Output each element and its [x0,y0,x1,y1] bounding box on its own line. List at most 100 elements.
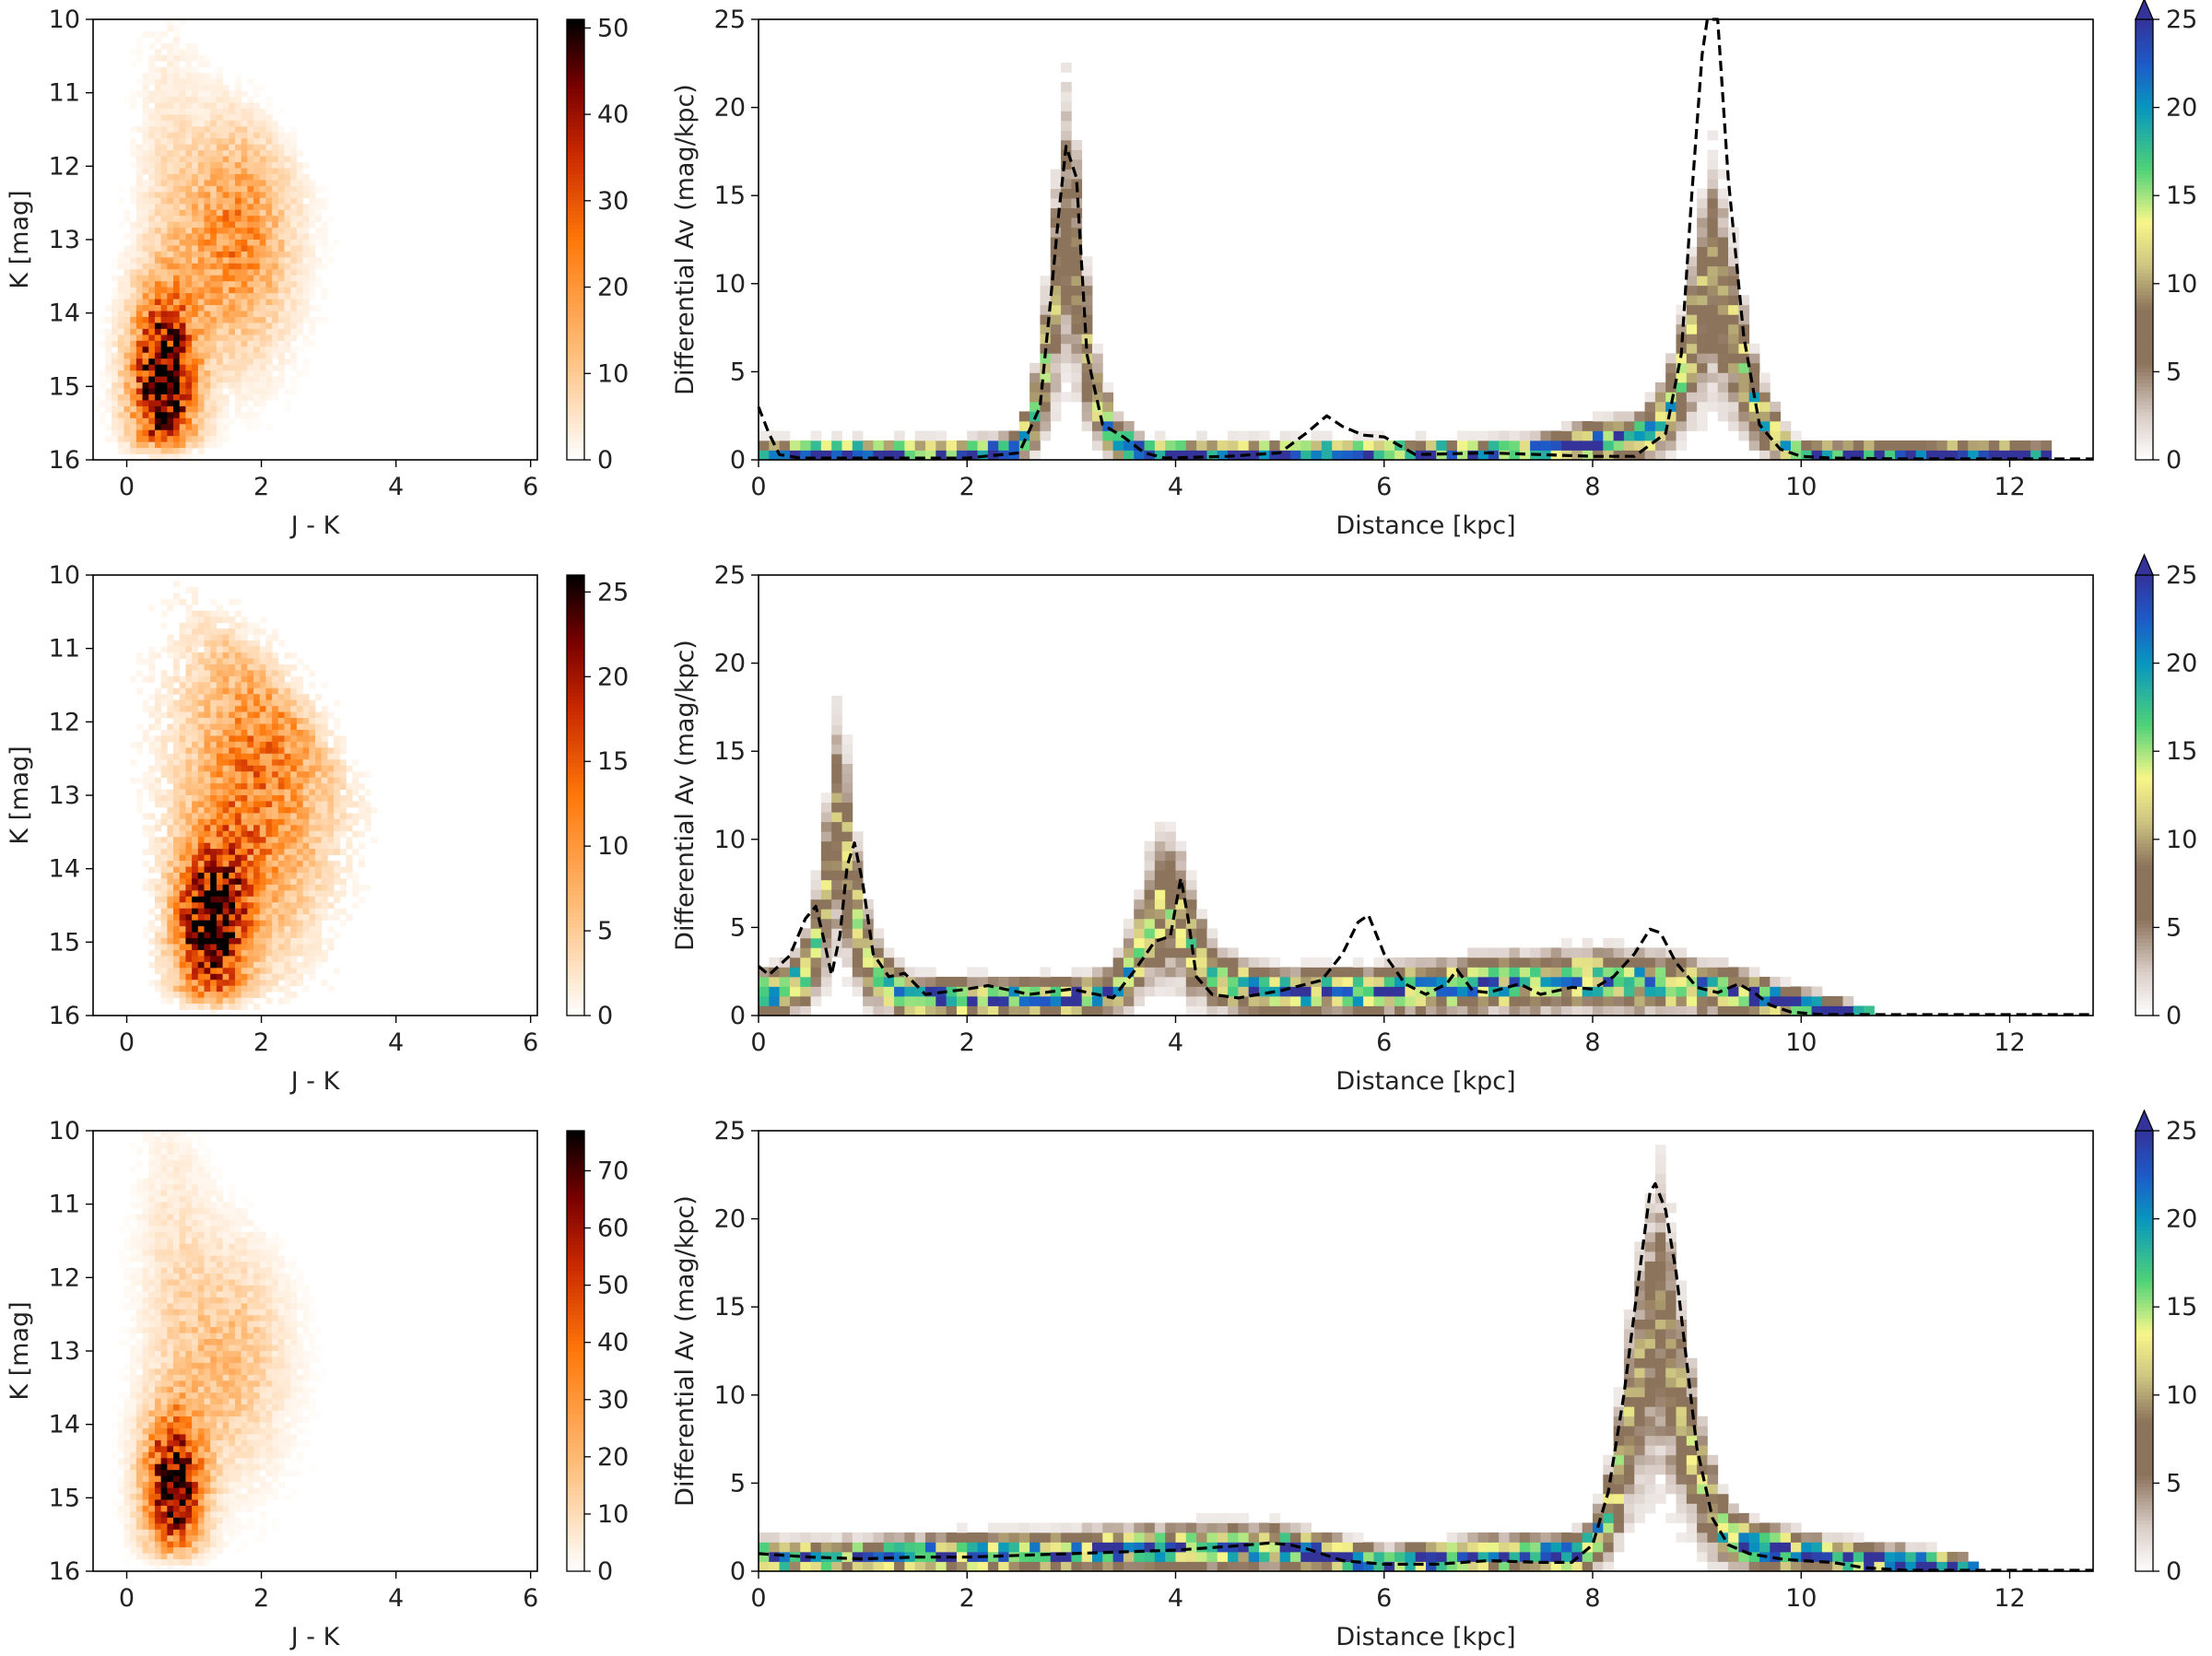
extinction-1-posterior-cell [1676,392,1688,403]
cmd-2-density-cell [309,825,316,832]
cmd-2-density-cell [302,961,310,969]
cmd-2-density-cell [321,718,328,724]
cmd-1-density-cell [253,204,261,211]
extinction-1-posterior-cell [1968,440,1979,451]
extinction-2-posterior-cell [863,957,874,968]
extinction-1-colorbar-segment [2136,338,2153,344]
cmd-1-density-cell [259,382,266,389]
cmd-2-density-cell [296,765,304,772]
extinction-2-posterior-cell [810,879,822,890]
cmd-1-density-cell [117,382,124,389]
cmd-1-density-cell [277,293,285,299]
cmd-1-density-cell [160,54,168,62]
cmd-2-density-cell [284,896,291,903]
cmd-2-density-cell [185,628,193,635]
extinction-1-posterior-cell [1092,353,1103,364]
cmd-1-density-cell [277,156,285,163]
extinction-2-posterior-cell [769,986,781,997]
cmd-1-density-cell [247,197,254,205]
cmd-2-density-cell [197,997,205,1004]
cmd-2-colorbar-segment [567,990,584,994]
cmd-2-density-cell [160,932,168,939]
cmd-2-density-cell [167,956,174,963]
cmd-2-density-cell [229,664,236,671]
cmd-2-density-cell [339,806,347,814]
cmd-1-ytick-label: 10 [49,6,80,34]
cmd-1-density-cell [160,197,168,205]
cmd-2-density-cell [290,866,298,874]
cmd-1-density-cell [148,132,156,139]
cmd-2-density-cell [259,944,266,951]
cmd-1-density-cell [197,221,205,229]
cmd-2-density-cell [277,861,285,867]
cmd-2-density-cell [234,687,242,695]
cmd-2-density-cell [241,861,248,867]
cmd-1-density-cell [192,311,199,318]
cmd-2-density-cell [197,801,205,808]
cmd-1-density-cell [167,233,174,241]
cmd-2-density-cell [352,878,359,886]
cmd-1-density-cell [112,305,119,311]
cmd-2-density-cell [259,617,266,624]
cmd-1-density-cell [259,144,266,151]
cmd-2-density-cell [234,961,242,969]
extinction-2-posterior-cell [841,851,853,862]
cmd-2-density-cell [154,944,162,951]
cmd-1-density-cell [204,376,211,383]
extinction-1-colorbar-segment [2136,59,2153,65]
cmd-2-ytick-label: 16 [49,1002,80,1030]
cmd-2-density-cell [272,771,279,779]
cmd-2-density-cell [339,890,347,898]
extinction-1-ytick-label: 20 [714,94,746,123]
cmd-2-density-cell [179,830,186,838]
cmd-1-density-cell [253,192,261,199]
cmd-1-density-cell [234,173,242,181]
cmd-1-colorbar-segment [567,229,584,233]
cmd-1-density-cell [296,240,304,246]
cmd-1-density-cell [204,251,211,258]
cmd-2-density-cell [247,866,254,874]
cmd-2-density-cell [173,992,181,999]
extinction-1-posterior-cell [998,440,1009,451]
cmd-1-density-cell [265,185,273,193]
extinction-1-posterior-cell [1456,430,1468,441]
extinction-1-posterior-cell [946,440,958,451]
cmd-1-density-cell [222,120,229,127]
cmd-1-density-cell [142,364,149,371]
cmd-2-density-cell [142,932,149,939]
cmd-2-density-cell [222,956,229,963]
cmd-2-density-cell [241,718,248,724]
extinction-1-posterior-cell [1738,382,1750,393]
cmd-2-density-cell [253,789,261,796]
cmd-2-density-cell [185,872,193,879]
cmd-1-density-cell [112,405,119,413]
cmd-2-density-cell [167,818,174,826]
cmd-1-density-cell [197,293,205,299]
cmd-1-density-cell [173,281,181,288]
cmd-2-density-cell [321,795,328,802]
cmd-1-density-cell [259,221,266,229]
cmd-1-density-cell [265,180,273,187]
cmd-2-colorbar-segment [567,805,584,811]
cmd-2-density-cell [334,759,341,767]
cmd-1-density-cell [265,132,273,139]
cmd-2-density-cell [210,866,218,874]
cmd-1-density-cell [204,120,211,127]
cmd-2-density-cell [265,902,273,910]
extinction-1-posterior-cell [1707,276,1719,287]
cmd-1-density-cell [296,263,304,270]
cmd-1-colorbar-segment [567,52,584,57]
cmd-1-density-cell [241,114,248,122]
cmd-1-density-cell [234,108,242,115]
extinction-2-posterior-cell [852,986,864,997]
cmd-1-density-cell [135,240,143,246]
cmd-1-density-cell [277,358,285,366]
cmd-2-density-cell [272,842,279,850]
cmd-2-density-cell [192,920,199,927]
extinction-2-posterior-cell [820,976,832,987]
cmd-1-density-cell [117,185,124,193]
cmd-2-density-cell [302,861,310,867]
cmd-1-density-cell [167,216,174,223]
cmd-1-density-cell [99,412,106,419]
cmd-2-density-cell [210,973,218,981]
